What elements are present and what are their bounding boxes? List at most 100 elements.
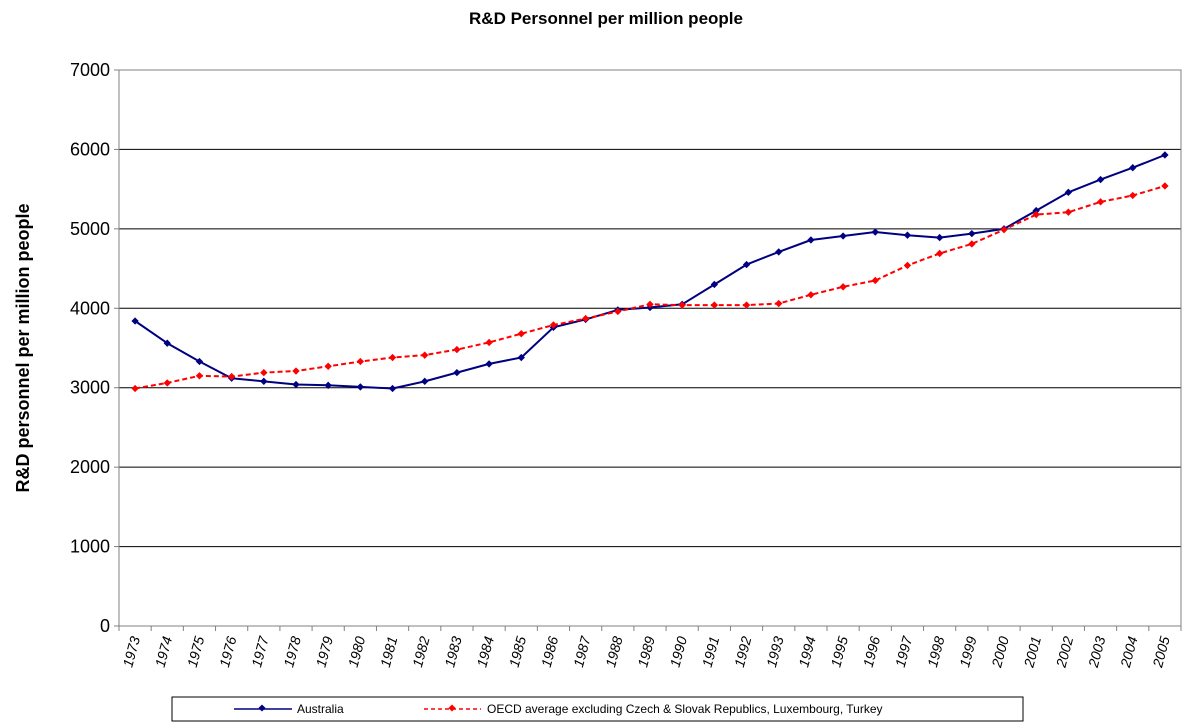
x-axis: 1973 1974 1975 1976 1977 1978 1979 1980 1981 1982… [118, 626, 1182, 670]
data-point [903, 261, 912, 270]
data-point [1161, 151, 1169, 159]
x-tick-label: 1988 [602, 634, 626, 668]
data-point [131, 317, 139, 325]
x-tick-label: 1989 [634, 634, 658, 668]
data-point [646, 300, 654, 308]
x-tick-label: 1994 [795, 634, 819, 668]
x-tick-label: 1986 [538, 634, 562, 668]
data-point [517, 330, 525, 338]
x-tick-label: 1998 [924, 634, 948, 668]
x-tick-label: 1997 [892, 633, 916, 668]
data-point [678, 301, 686, 309]
x-tick-label: 1979 [313, 634, 337, 668]
data-point [807, 236, 815, 244]
data-point [260, 377, 268, 386]
x-tick-label: 2003 [1085, 634, 1109, 669]
y-tick-label: 7000 [70, 60, 110, 80]
data-point [1096, 198, 1105, 206]
legend-marker-australia [258, 704, 266, 712]
data-point [292, 367, 300, 375]
legend-label-australia: Australia [297, 702, 344, 716]
data-point [903, 231, 912, 239]
plot-area [118, 69, 1182, 627]
legend-label-oecd: OECD average excluding Czech & Slovak Re… [487, 702, 883, 716]
x-tick-label: 1990 [667, 634, 691, 668]
data-point [163, 339, 171, 347]
x-tick-label: 2005 [1149, 634, 1173, 669]
series-line [134, 185, 1166, 390]
x-tick-label: 1977 [248, 633, 272, 668]
data-point [1129, 164, 1137, 172]
y-axis: 0 1000 2000 3000 4000 5000 6000 7000 [70, 60, 119, 636]
data-point [227, 372, 236, 381]
data-point [163, 379, 171, 387]
legend-marker-oecd [448, 704, 456, 712]
data-point [1161, 182, 1169, 190]
x-tick-label: 1984 [473, 634, 497, 668]
x-tick-label: 1987 [570, 633, 594, 668]
data-point [1064, 208, 1073, 216]
data-point [195, 357, 204, 366]
legend-box [171, 696, 1024, 722]
data-point [742, 260, 751, 269]
data-point [324, 381, 332, 390]
data-point [324, 362, 332, 370]
data-point [710, 301, 719, 309]
data-point [839, 283, 847, 291]
data-point [421, 377, 429, 386]
data-point [260, 368, 268, 377]
x-tick-label: 1980 [345, 634, 369, 668]
data-point [1096, 175, 1105, 184]
data-point [292, 380, 300, 389]
legend: Australia OECD average excluding Czech &… [171, 696, 1024, 722]
data-point [775, 299, 783, 308]
data-point [968, 240, 976, 248]
data-point [935, 233, 944, 242]
data-point [388, 384, 397, 393]
y-tick-label: 6000 [70, 139, 110, 159]
y-tick-label: 1000 [70, 537, 110, 557]
data-point [935, 249, 944, 258]
x-tick-label: 1992 [731, 634, 755, 668]
series-layer [131, 151, 1169, 393]
data-point [807, 291, 815, 299]
data-point [453, 368, 461, 377]
data-point [1129, 191, 1137, 200]
x-tick-label: 1974 [152, 634, 176, 668]
data-point [485, 338, 493, 347]
data-point [131, 384, 139, 393]
data-point [549, 321, 558, 329]
series-line [134, 154, 1166, 390]
y-tick-label: 3000 [70, 378, 110, 398]
data-point [710, 280, 719, 289]
x-tick-label: 1993 [763, 634, 787, 668]
x-tick-label: 1976 [216, 634, 240, 668]
x-tick-label: 1996 [860, 634, 884, 668]
data-point [742, 301, 751, 309]
x-tick-label: 1999 [956, 634, 980, 668]
data-point [485, 360, 493, 368]
x-tick-label: 1978 [280, 634, 304, 668]
data-point [614, 307, 622, 316]
series-1 [131, 182, 1169, 393]
y-tick-label: 5000 [70, 219, 110, 239]
data-point [775, 248, 783, 256]
x-tick-label: 1985 [506, 634, 530, 668]
data-point [195, 372, 204, 380]
data-point [356, 383, 365, 391]
x-tick-label: 2001 [1020, 635, 1044, 670]
data-point [1000, 225, 1008, 234]
series-0 [131, 151, 1169, 393]
chart-title: R&D Personnel per million people [469, 9, 743, 28]
data-point [839, 232, 847, 240]
data-point [968, 229, 976, 238]
data-point [388, 353, 397, 362]
y-axis-label: R&D personnel per million people [13, 203, 33, 492]
y-tick-label: 2000 [70, 457, 110, 477]
data-point [581, 314, 590, 323]
x-tick-label: 1995 [827, 634, 851, 668]
x-tick-label: 1973 [119, 634, 143, 668]
x-tick-label: 1983 [441, 634, 465, 668]
x-tick-label: 2000 [988, 634, 1012, 669]
